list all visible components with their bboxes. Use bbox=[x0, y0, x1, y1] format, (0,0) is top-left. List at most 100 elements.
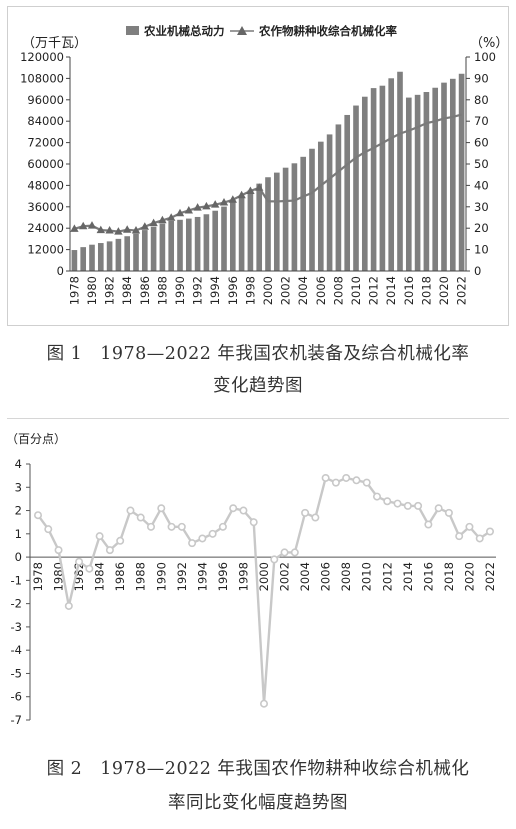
bar bbox=[449, 78, 456, 271]
change-point bbox=[85, 564, 94, 573]
x-tick-label: 2002 bbox=[278, 562, 292, 591]
change-point bbox=[64, 601, 73, 610]
rate-line bbox=[74, 113, 462, 233]
right-tick-label: 60 bbox=[474, 136, 489, 150]
y-tick-label: 1 bbox=[15, 527, 22, 541]
bar bbox=[80, 247, 87, 271]
bar bbox=[317, 141, 324, 271]
y-tick-label: 0 bbox=[15, 550, 22, 564]
change-point bbox=[434, 504, 443, 513]
x-tick-label: 2014 bbox=[384, 276, 398, 305]
rate-marker bbox=[131, 226, 141, 234]
left-tick-label: 96000 bbox=[27, 93, 64, 107]
change-point bbox=[218, 522, 227, 531]
x-tick-label: 2014 bbox=[401, 562, 415, 591]
rate-marker bbox=[87, 221, 97, 229]
x-tick-label: 2004 bbox=[296, 276, 310, 305]
change-point bbox=[403, 501, 412, 510]
change-point bbox=[352, 476, 361, 485]
change-point bbox=[126, 506, 135, 515]
bar bbox=[353, 105, 359, 272]
figure1-caption-line2: 变化趋势图 bbox=[213, 376, 303, 396]
x-tick-label: 1990 bbox=[173, 276, 187, 305]
bar bbox=[309, 148, 315, 271]
change-point bbox=[95, 532, 104, 541]
change-point bbox=[229, 504, 238, 513]
bar bbox=[203, 214, 210, 271]
figure1-frame: （万千瓦） （%） 农业机械总动力 农作物耕种收综合机械化率 0 12000 24000 36… bbox=[7, 6, 509, 326]
bar bbox=[89, 244, 95, 271]
x-tick-label: 2000 bbox=[257, 562, 271, 591]
bar bbox=[405, 97, 412, 271]
change-point bbox=[311, 513, 320, 522]
rate-marker bbox=[202, 201, 211, 210]
right-tick-label: 40 bbox=[474, 178, 489, 192]
bar bbox=[423, 92, 430, 271]
figure1-caption-line1: 图 1 1978—2022 年我国农机装备及综合机械化率 bbox=[46, 344, 470, 364]
change-point bbox=[167, 522, 176, 531]
x-tick-label: 2020 bbox=[462, 562, 476, 591]
figure2-caption-line2: 率同比变化幅度趋势图 bbox=[168, 793, 348, 813]
y-tick-label: 4 bbox=[15, 457, 22, 471]
right-tick-label: 100 bbox=[474, 50, 496, 64]
bar bbox=[344, 114, 351, 271]
x-tick-label: 2008 bbox=[331, 276, 345, 305]
x-tick-label: 2016 bbox=[421, 562, 435, 591]
bar bbox=[238, 196, 245, 271]
x-tick-label: 1996 bbox=[226, 276, 240, 305]
x-tick-label: 2018 bbox=[442, 562, 456, 591]
x-tick-label: 1994 bbox=[208, 276, 222, 305]
bar bbox=[97, 243, 104, 271]
x-tick-label: 2002 bbox=[279, 276, 293, 305]
change-point bbox=[465, 522, 474, 531]
change-point bbox=[342, 473, 351, 482]
change-point bbox=[44, 525, 53, 534]
x-tick-label: 1980 bbox=[85, 276, 99, 305]
bar bbox=[177, 219, 183, 271]
y-tick-label: -3 bbox=[11, 620, 22, 634]
left-tick-label: 36000 bbox=[27, 200, 64, 214]
change-point bbox=[136, 513, 145, 522]
rate-marker bbox=[114, 227, 123, 235]
rate-marker bbox=[96, 225, 105, 234]
bar bbox=[150, 226, 157, 271]
bar bbox=[273, 172, 280, 271]
x-tick-label: 1992 bbox=[191, 276, 205, 305]
x-tick-label: 2010 bbox=[349, 276, 363, 305]
bar bbox=[361, 96, 368, 271]
y-tick-label: -7 bbox=[11, 713, 22, 727]
bar bbox=[370, 88, 377, 271]
right-tick-label: 20 bbox=[474, 221, 489, 235]
left-tick-label: 84000 bbox=[27, 114, 64, 128]
change-point bbox=[198, 534, 207, 543]
x-tick-label: 2000 bbox=[261, 276, 275, 305]
bar bbox=[229, 202, 236, 271]
x-tick-label: 2012 bbox=[380, 562, 394, 591]
bar bbox=[71, 250, 78, 271]
change-point bbox=[321, 473, 330, 482]
change-point bbox=[444, 508, 453, 517]
left-axis-label: （万千瓦） bbox=[22, 36, 87, 51]
rate-marker bbox=[79, 221, 88, 230]
change-point bbox=[147, 522, 156, 531]
change-point bbox=[383, 497, 392, 506]
change-point bbox=[414, 501, 423, 510]
x-tick-label: 1988 bbox=[155, 276, 169, 305]
bar bbox=[106, 241, 113, 271]
x-tick-label: 1984 bbox=[93, 562, 107, 591]
left-tick-label: 72000 bbox=[27, 136, 64, 150]
rate-marker bbox=[193, 203, 202, 211]
x-tick-label: 2016 bbox=[402, 276, 416, 305]
figure-divider bbox=[7, 418, 509, 419]
change-point bbox=[331, 478, 340, 487]
change-point bbox=[157, 504, 166, 513]
rate-marker bbox=[167, 213, 176, 221]
change-point bbox=[105, 546, 114, 555]
rate-marker bbox=[149, 218, 158, 227]
bar bbox=[194, 216, 201, 271]
change-point bbox=[270, 555, 279, 564]
bar bbox=[326, 134, 333, 271]
bar bbox=[388, 78, 395, 271]
bar bbox=[141, 230, 148, 271]
